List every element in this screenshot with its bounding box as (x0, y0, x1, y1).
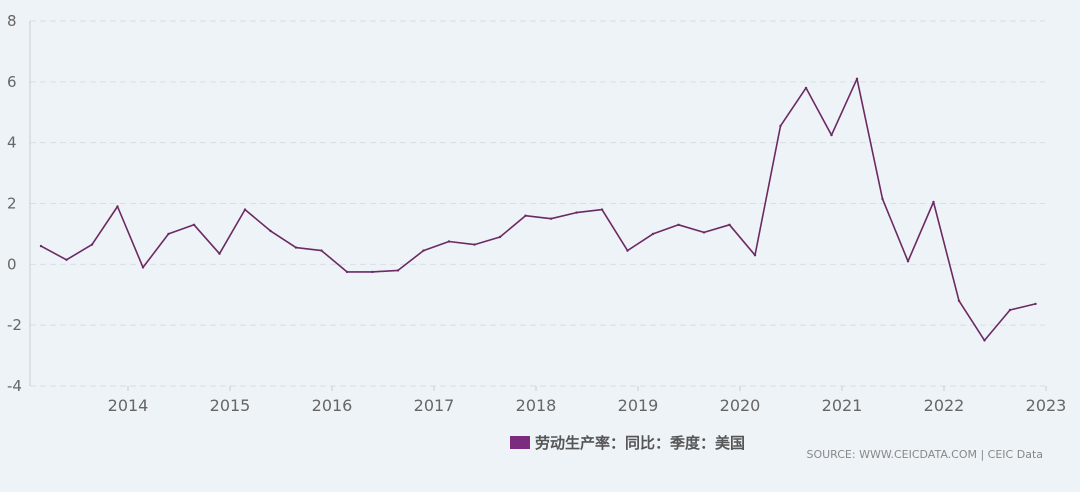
series-layer (39, 77, 1037, 342)
y-tick-label: -2 (7, 316, 22, 334)
legend-label: 劳动生产率：同比：季度：美国 (535, 434, 745, 452)
y-tick-label: 8 (7, 12, 17, 30)
data-point (1034, 302, 1037, 306)
gridlines (30, 20, 1045, 387)
data-point (498, 235, 502, 239)
x-tick-label: 2016 (312, 396, 353, 415)
data-point (957, 299, 961, 302)
data-point (243, 208, 247, 211)
data-point (447, 240, 451, 243)
data-point (677, 223, 680, 226)
data-point (473, 243, 476, 246)
data-point (702, 231, 706, 234)
data-point (804, 86, 808, 90)
legend: 劳动生产率：同比：季度：美国 (510, 434, 745, 452)
data-point (345, 270, 349, 274)
x-tick-label: 2022 (924, 396, 965, 415)
y-tick-label: 4 (7, 134, 17, 152)
data-point (116, 205, 119, 208)
data-point (728, 223, 731, 226)
data-point (906, 260, 910, 263)
x-tick-label: 2014 (108, 396, 149, 415)
data-point (600, 208, 604, 211)
y-tick-label: 6 (7, 73, 17, 91)
x-axis: 2014 2015 2016 2017 2018 2019 2020 2021 2022 2023 (108, 386, 1067, 415)
x-tick-label: 2017 (414, 396, 455, 415)
series-line (40, 78, 1036, 342)
x-tick-label: 2015 (210, 396, 251, 415)
data-point (90, 243, 94, 246)
data-point (65, 258, 68, 261)
data-point (422, 249, 425, 252)
x-tick-label: 2021 (822, 396, 863, 415)
x-tick-label: 2020 (720, 396, 761, 415)
data-point (855, 77, 859, 81)
data-point (1008, 308, 1012, 312)
data-point (830, 133, 833, 137)
data-point (320, 249, 323, 252)
data-point (932, 200, 935, 204)
data-point (192, 223, 196, 226)
data-point (524, 214, 527, 217)
data-point (575, 211, 578, 214)
data-point (626, 249, 629, 252)
data-point (371, 270, 374, 274)
data-point (881, 197, 884, 201)
x-tick-label: 2019 (618, 396, 659, 415)
legend-swatch (510, 436, 530, 449)
data-point (753, 254, 757, 257)
x-tick-label: 2023 (1026, 396, 1067, 415)
data-point (294, 246, 298, 249)
data-point (218, 252, 221, 255)
data-point (39, 244, 43, 248)
data-point (779, 124, 782, 128)
data-point (141, 266, 145, 269)
y-axis: 8 6 4 2 0 -2 -4 (7, 12, 31, 395)
data-point (167, 232, 170, 236)
source-credit: SOURCE: WWW.CEICDATA.COM | CEIC Data (806, 448, 1043, 461)
data-point (651, 232, 655, 236)
data-point (549, 217, 553, 220)
y-tick-label: 2 (7, 195, 17, 213)
y-tick-label: 0 (7, 255, 17, 273)
y-tick-label: -4 (7, 377, 22, 395)
data-point (396, 269, 400, 272)
data-point (269, 229, 272, 233)
x-tick-label: 2018 (516, 396, 557, 415)
data-point (983, 339, 986, 342)
